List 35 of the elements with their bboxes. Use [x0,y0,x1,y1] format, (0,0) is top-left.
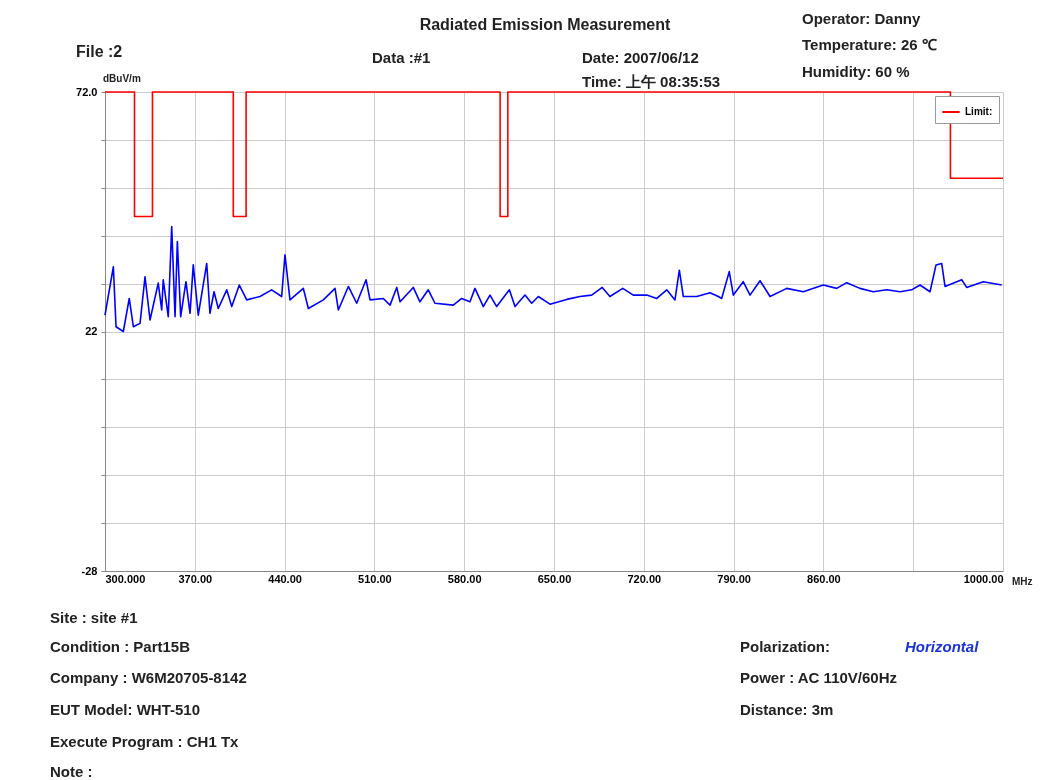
text: Temperature: 26 ℃ [802,36,937,53]
x-tick-label: 720.00 [627,572,662,585]
y-tick-label: 22 [85,325,98,337]
text: Company : W6M20705-8142 [50,669,247,686]
x-tick-label: 580.00 [447,572,482,585]
text: Site : site #1 [50,609,138,626]
text: Power : AC 110V/60Hz [740,669,898,686]
text: Date: 2007/06/12 [582,49,699,66]
chart-title: Radiated Emission Measurement [419,16,672,33]
text: Polarization: [740,638,831,655]
text: Time: 上午 08:35:53 [582,73,721,90]
y-tick-label: -28 [81,564,98,577]
line-series [104,225,1003,333]
text: Condition : Part15B [50,638,191,655]
x-axis-title: MHz [1012,576,1033,587]
x-tick-label: 860.00 [807,572,841,585]
text: EUT Model: WHT-510 [50,701,201,718]
y-axis-title: dBuV/m [103,73,141,84]
text: Data :#1 [372,49,431,66]
x-tick-label: 650.00 [537,572,572,585]
text: File :2 [76,43,123,60]
x-tick-label: 370.00 [178,572,213,585]
text: Humidity: 60 % [802,63,910,80]
x-tick-label: 300.000 [105,572,146,585]
text: Horizontal [905,638,980,655]
text: Note : [50,763,93,780]
x-tick-label: 510.00 [358,572,392,585]
text: Operator: Danny [802,10,922,27]
y-tick-label: 72.0 [76,85,98,98]
x-tick-label: 790.00 [717,572,751,585]
text: Execute Program : CH1 Tx [50,733,240,750]
text: Distance: 3m [740,701,834,718]
x-tick-label: 440.00 [268,572,302,585]
x-tick-label: 1000.00 [963,572,1004,585]
legend-label: Limit: [965,106,993,117]
